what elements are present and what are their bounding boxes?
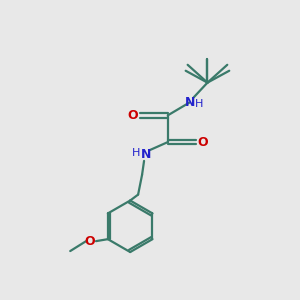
- Text: H: H: [132, 148, 140, 158]
- Text: O: O: [128, 109, 139, 122]
- Text: H: H: [195, 99, 204, 110]
- Text: N: N: [141, 148, 151, 161]
- Text: N: N: [184, 96, 195, 109]
- Text: O: O: [85, 235, 95, 248]
- Text: O: O: [197, 136, 208, 148]
